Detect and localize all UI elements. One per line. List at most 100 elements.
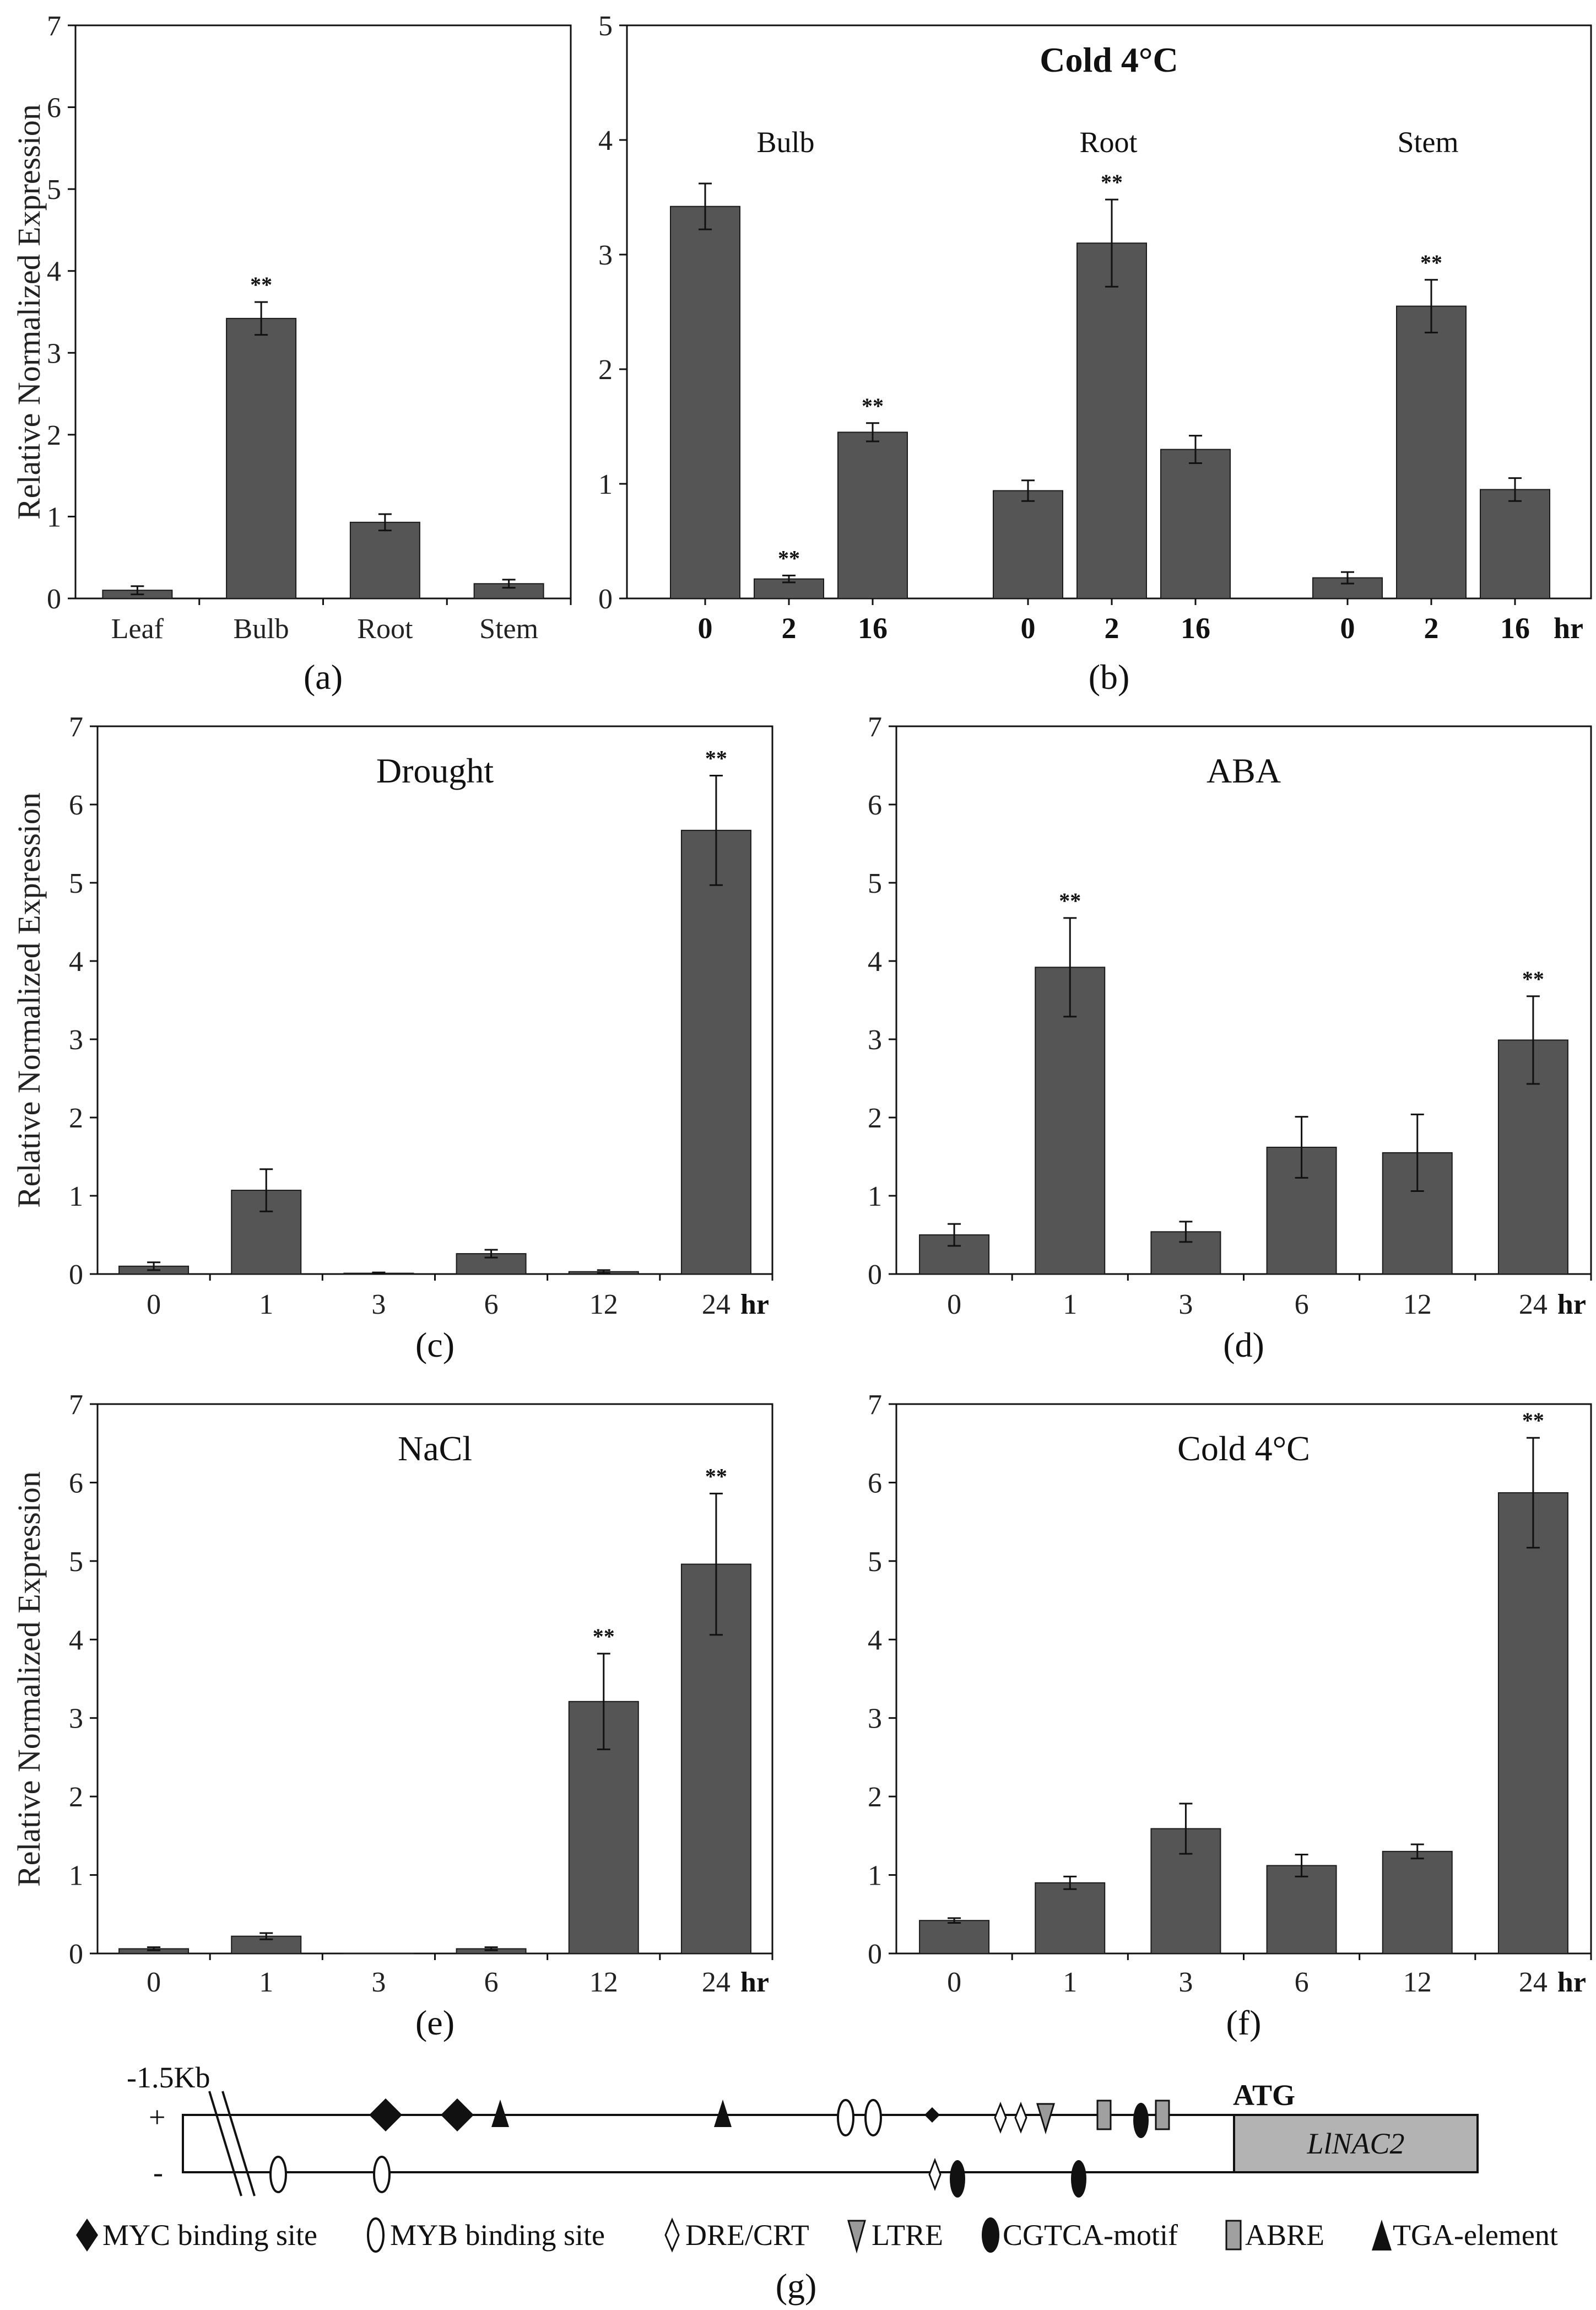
myb-binding-site-icon — [269, 2156, 287, 2193]
y-tick-label: 0 — [69, 1939, 83, 1970]
unit-label: hr — [1557, 1289, 1586, 1320]
bar — [1035, 967, 1106, 1275]
x-tick-label: 0 — [147, 1967, 161, 1998]
x-tick-label: 0 — [147, 1289, 161, 1320]
plot-frame — [74, 24, 572, 600]
legend-label: TGA-element — [1393, 2219, 1558, 2252]
x-tick-label: 16 — [1181, 612, 1210, 645]
panel-label: (b) — [1089, 657, 1130, 697]
tga-element-icon — [714, 2099, 732, 2127]
tga-element-icon — [1372, 2220, 1392, 2250]
y-tick-label: 1 — [69, 1860, 83, 1892]
bar — [837, 431, 908, 600]
x-tick-label: 6 — [1295, 1289, 1309, 1320]
legend-label: MYC binding site — [102, 2219, 317, 2252]
y-tick-label: 2 — [598, 354, 613, 386]
y-tick-label: 4 — [868, 1624, 882, 1656]
y-tick-label: 5 — [69, 1546, 83, 1578]
bar — [670, 206, 740, 599]
bar — [1266, 1865, 1337, 1954]
legend: MYC binding site MYB binding site DRE/CR… — [76, 2217, 1558, 2254]
unit-label: hr — [740, 1967, 769, 1998]
myb-binding-site-icon — [837, 2099, 854, 2136]
cgtca-motif-icon — [950, 2160, 965, 2198]
bar — [919, 1920, 990, 1954]
dre-crt-icon — [928, 2157, 942, 2192]
x-tick-label: 1 — [1063, 1967, 1077, 1998]
y-tick-label: 3 — [868, 1024, 882, 1056]
chart-panel-b: 0 1 2 3 4 5 Cold 4°C (b) Bulb 0 ** 2 ** 16 Root 0 ** 2 16 S… — [598, 10, 1592, 697]
plot-frame — [895, 1403, 1592, 1955]
significance-marker: ** — [778, 546, 800, 570]
break-mark-2 — [221, 2091, 256, 2196]
bar — [1382, 1850, 1453, 1954]
myb-binding-site-icon — [367, 2217, 385, 2253]
y-tick-label: 6 — [47, 93, 61, 124]
x-tick-label: Leaf — [111, 613, 164, 645]
legend-label: ABRE — [1245, 2219, 1324, 2252]
y-tick-label: 6 — [69, 1467, 83, 1499]
x-tick-label: 12 — [1403, 1289, 1432, 1320]
gene-name: LlNAC2 — [1306, 2127, 1404, 2160]
y-tick-label: 6 — [69, 790, 83, 821]
y-tick-label: 1 — [868, 1181, 882, 1212]
y-tick-label: 1 — [868, 1860, 882, 1892]
y-tick-label: 4 — [598, 125, 613, 156]
abre-icon — [1155, 2099, 1170, 2130]
x-tick-label: 12 — [1403, 1967, 1432, 1998]
chart-title: Cold 4°C — [1040, 40, 1178, 79]
tga-element-icon — [491, 2099, 509, 2127]
panel-label-g: (g) — [776, 2266, 817, 2306]
x-tick-label: 24 — [1519, 1967, 1548, 1998]
bar — [1076, 242, 1147, 599]
cgtca-motif-icon — [982, 2217, 999, 2253]
y-tick-label: 2 — [69, 1103, 83, 1134]
y-tick-label: 7 — [69, 1389, 83, 1421]
significance-marker: ** — [1420, 250, 1442, 275]
plot-frame — [96, 1403, 773, 1955]
ltre-icon — [847, 2220, 866, 2254]
chart-title: ABA — [1207, 751, 1281, 790]
x-tick-label: Bulb — [234, 613, 289, 645]
x-tick-label: 3 — [1178, 1967, 1193, 1998]
y-tick-label: 1 — [598, 469, 613, 500]
x-tick-label: 6 — [1295, 1967, 1309, 1998]
group-label: Root — [1079, 126, 1137, 159]
y-axis-label: Relative Normalized Expression — [11, 1471, 47, 1887]
x-tick-label: 0 — [947, 1967, 961, 1998]
plot-frame — [96, 725, 773, 1275]
significance-marker: ** — [250, 272, 272, 297]
significance-marker: ** — [1522, 967, 1544, 991]
x-tick-label: 0 — [947, 1289, 961, 1320]
bar — [226, 317, 297, 600]
dre-crt-icon — [1014, 2101, 1027, 2134]
bar — [1480, 489, 1550, 600]
y-tick-label: 6 — [868, 790, 882, 821]
y-tick-label: 3 — [598, 240, 613, 271]
unit-label: hr — [740, 1289, 769, 1320]
y-tick-label: 5 — [598, 10, 613, 42]
x-tick-label: 12 — [589, 1289, 618, 1320]
panel-label: (d) — [1223, 1325, 1264, 1364]
y-axis-label: Relative Normalized Expression — [11, 104, 47, 520]
y-tick-label: 0 — [69, 1259, 83, 1291]
x-tick-label: 16 — [1500, 612, 1530, 645]
y-tick-label: 5 — [47, 174, 61, 206]
minus-strand-label: - — [153, 2156, 163, 2189]
y-tick-label: 5 — [868, 868, 882, 899]
cgtca-motif-icon — [1071, 2160, 1086, 2198]
x-tick-label: 2 — [782, 612, 797, 645]
promoter-diagram: LlNAC2 ATG -1.5Kb + - MYC binding site — [76, 2061, 1558, 2306]
bar — [349, 521, 420, 599]
bar — [680, 829, 751, 1275]
gene-box — [1233, 2114, 1479, 2173]
chart-title: NaCl — [398, 1429, 472, 1468]
y-tick-label: 5 — [69, 868, 83, 899]
break-mark-1 — [208, 2091, 242, 2196]
y-tick-label: 7 — [868, 711, 882, 743]
dre-crt-icon — [994, 2101, 1007, 2134]
y-tick-label: 2 — [47, 420, 61, 451]
y-tick-label: 3 — [69, 1703, 83, 1735]
